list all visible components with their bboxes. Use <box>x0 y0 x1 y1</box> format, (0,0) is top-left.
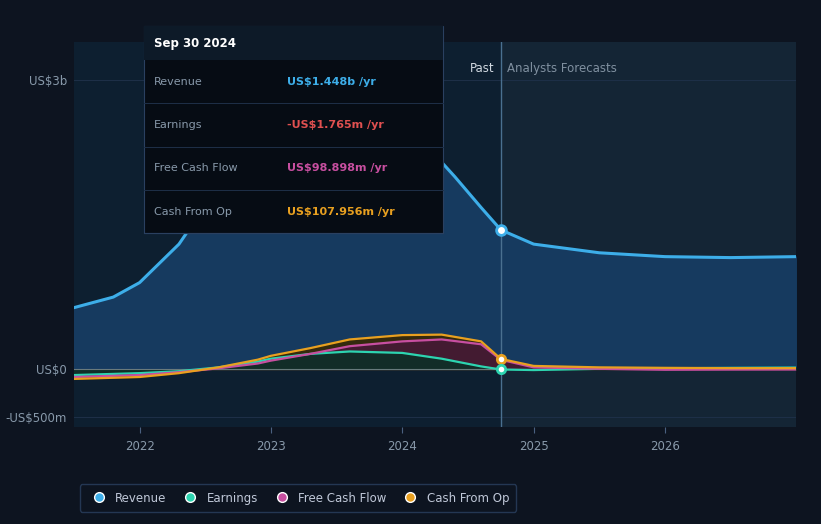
Text: Earnings: Earnings <box>154 120 202 130</box>
Text: US$1.448b /yr: US$1.448b /yr <box>287 77 376 87</box>
Text: Sep 30 2024: Sep 30 2024 <box>154 37 236 50</box>
Text: Analysts Forecasts: Analysts Forecasts <box>507 62 617 74</box>
Text: US$107.956m /yr: US$107.956m /yr <box>287 206 395 216</box>
Text: Revenue: Revenue <box>154 77 202 87</box>
Bar <box>501 42 796 427</box>
Text: -US$1.765m /yr: -US$1.765m /yr <box>287 120 384 130</box>
Text: US$98.898m /yr: US$98.898m /yr <box>287 163 388 173</box>
Legend: Revenue, Earnings, Free Cash Flow, Cash From Op: Revenue, Earnings, Free Cash Flow, Cash … <box>80 485 516 511</box>
Text: Past: Past <box>470 62 494 74</box>
Text: Cash From Op: Cash From Op <box>154 206 232 216</box>
Text: Free Cash Flow: Free Cash Flow <box>154 163 237 173</box>
